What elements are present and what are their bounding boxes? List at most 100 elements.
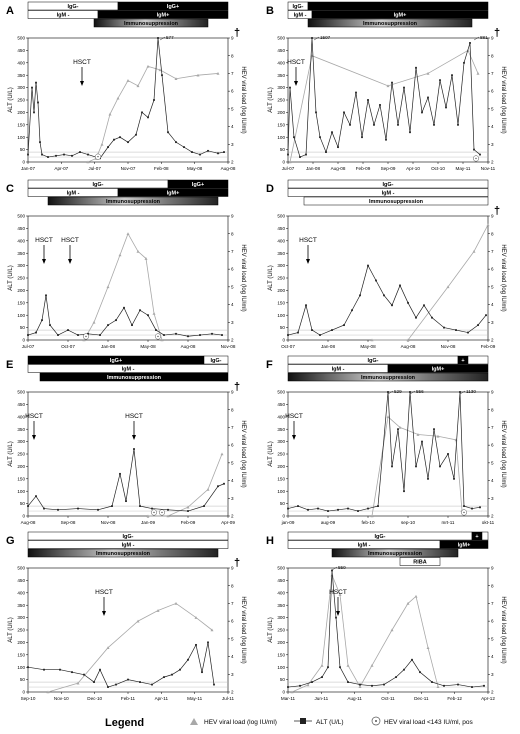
y-right-title: HEV viral load (log IU/ml): [240, 596, 246, 663]
status-label: IgM -: [294, 13, 307, 19]
alt-point: [87, 153, 89, 156]
y-left-tick: 350: [277, 73, 285, 78]
hev-point: [136, 249, 140, 253]
y-left-tick: 50: [280, 501, 286, 506]
hev-point: [76, 681, 80, 685]
hsct-label: HSCT: [35, 237, 53, 244]
alt-point: [335, 616, 337, 619]
x-tick: sep-10: [401, 520, 415, 525]
alt-point: [379, 104, 381, 106]
y-left-tick: 350: [277, 251, 285, 256]
status-label: IgG-: [93, 182, 104, 188]
hev-point: [288, 160, 292, 164]
panel-E: E IgG+ IgG- IgM - Immunosuppression 0 50 100 150…: [6, 355, 246, 525]
y-left-tick: 400: [17, 414, 25, 419]
alt-point: [457, 123, 459, 126]
panel-letter: G: [6, 535, 15, 547]
alt-point: [93, 681, 95, 683]
y-left-tick: 150: [17, 300, 25, 305]
y-right-tick: 7: [231, 71, 234, 76]
alt-point: [349, 123, 351, 126]
y-right-tick: 8: [231, 407, 234, 412]
hev-point: [206, 487, 210, 491]
hev-point: [436, 434, 440, 438]
alt-point: [35, 495, 37, 498]
y-left-tick: 350: [17, 73, 25, 78]
plot-frame: [287, 391, 489, 517]
status-label: IgM -: [67, 191, 80, 197]
hev-point: [436, 685, 440, 688]
alt-point: [463, 505, 465, 507]
panel-D: D IgG- IgM - Immunosuppression 0 50 100 150 200 2…: [266, 179, 506, 349]
y-left-tick: 250: [277, 276, 285, 281]
alt-point: [339, 666, 341, 669]
x-tick: Aug-08: [181, 344, 196, 349]
hsct-label: HSCT: [73, 59, 91, 66]
alt-point: [361, 136, 363, 139]
hev-point: [414, 594, 418, 598]
hev-point: [358, 685, 362, 688]
y-left-title: ALT (U/L): [8, 441, 14, 466]
x-tick: Nov-10: [54, 696, 69, 701]
death-symbol: †: [494, 205, 500, 217]
alt-point: [207, 641, 209, 644]
status-label: IgM -: [122, 367, 135, 373]
alt-point: [319, 334, 321, 336]
status-label: IgM -: [332, 367, 345, 373]
y-right-tick: 7: [231, 425, 234, 430]
y-right-tick: 7: [491, 601, 494, 606]
y-left-tick: 300: [277, 615, 285, 620]
x-tick: Feb-09: [181, 520, 196, 525]
alt-point: [471, 686, 473, 688]
hev-point: [144, 257, 148, 260]
alt-point: [479, 506, 481, 509]
hev-point: [398, 425, 402, 429]
y-right-title: HEV viral load (log IU/ml): [500, 66, 506, 133]
alt-point: [87, 332, 89, 335]
plot-frame: [287, 215, 489, 341]
x-tick: Aug-08: [331, 166, 346, 171]
alt-point: [415, 316, 417, 319]
alt-point: [191, 151, 193, 153]
status-label: Immunosuppression: [96, 551, 151, 557]
alt-point: [415, 66, 417, 69]
y-right-tick: 9: [231, 214, 234, 219]
hev-point: [426, 646, 430, 650]
hev-series: [83, 232, 163, 341]
plot-frame: [27, 37, 229, 163]
x-tick: Mar-11: [281, 696, 296, 701]
alt-point: [395, 676, 397, 679]
y-right-title: HEV viral load (log IU/ml): [500, 420, 506, 487]
alt-point: [485, 314, 487, 317]
hev-point: [194, 616, 198, 619]
alt-point: [385, 138, 387, 141]
x-tick: Nov-08: [101, 520, 116, 525]
offscale-label: 1130: [466, 389, 476, 394]
alt-point: [175, 141, 177, 144]
panel-A: A IgG- IgG+ IgM - IgM+ Immunosuppression 0 50 10…: [6, 1, 246, 171]
y-right-tick: 4: [491, 302, 494, 307]
x-tick: Sep-08: [61, 520, 76, 525]
y-right-tick: 5: [231, 284, 234, 289]
y-left-tick: 500: [17, 36, 25, 41]
y-left-tick: 100: [277, 313, 285, 318]
hev-point: [106, 646, 110, 650]
alt-point: [471, 507, 473, 510]
alt-point: [373, 123, 375, 126]
x-tick: Feb-12: [447, 696, 462, 701]
y-right-tick: 4: [491, 478, 494, 483]
y-left-tick: 150: [277, 122, 285, 127]
x-tick: Aug-11: [347, 696, 362, 701]
y-left-tick: 300: [277, 439, 285, 444]
alt-point: [41, 153, 43, 156]
status-segment: [303, 196, 489, 206]
y-left-tick: 200: [17, 640, 25, 645]
y-left-tick: 200: [17, 110, 25, 115]
y-left-tick: 0: [282, 690, 285, 695]
alt-point: [479, 153, 481, 156]
alt-point: [297, 331, 299, 334]
status-label: IgM -: [122, 543, 135, 549]
y-left-tick: 50: [20, 325, 26, 330]
status-label: Immunosuppression: [124, 21, 179, 27]
alt-point: [57, 508, 59, 511]
